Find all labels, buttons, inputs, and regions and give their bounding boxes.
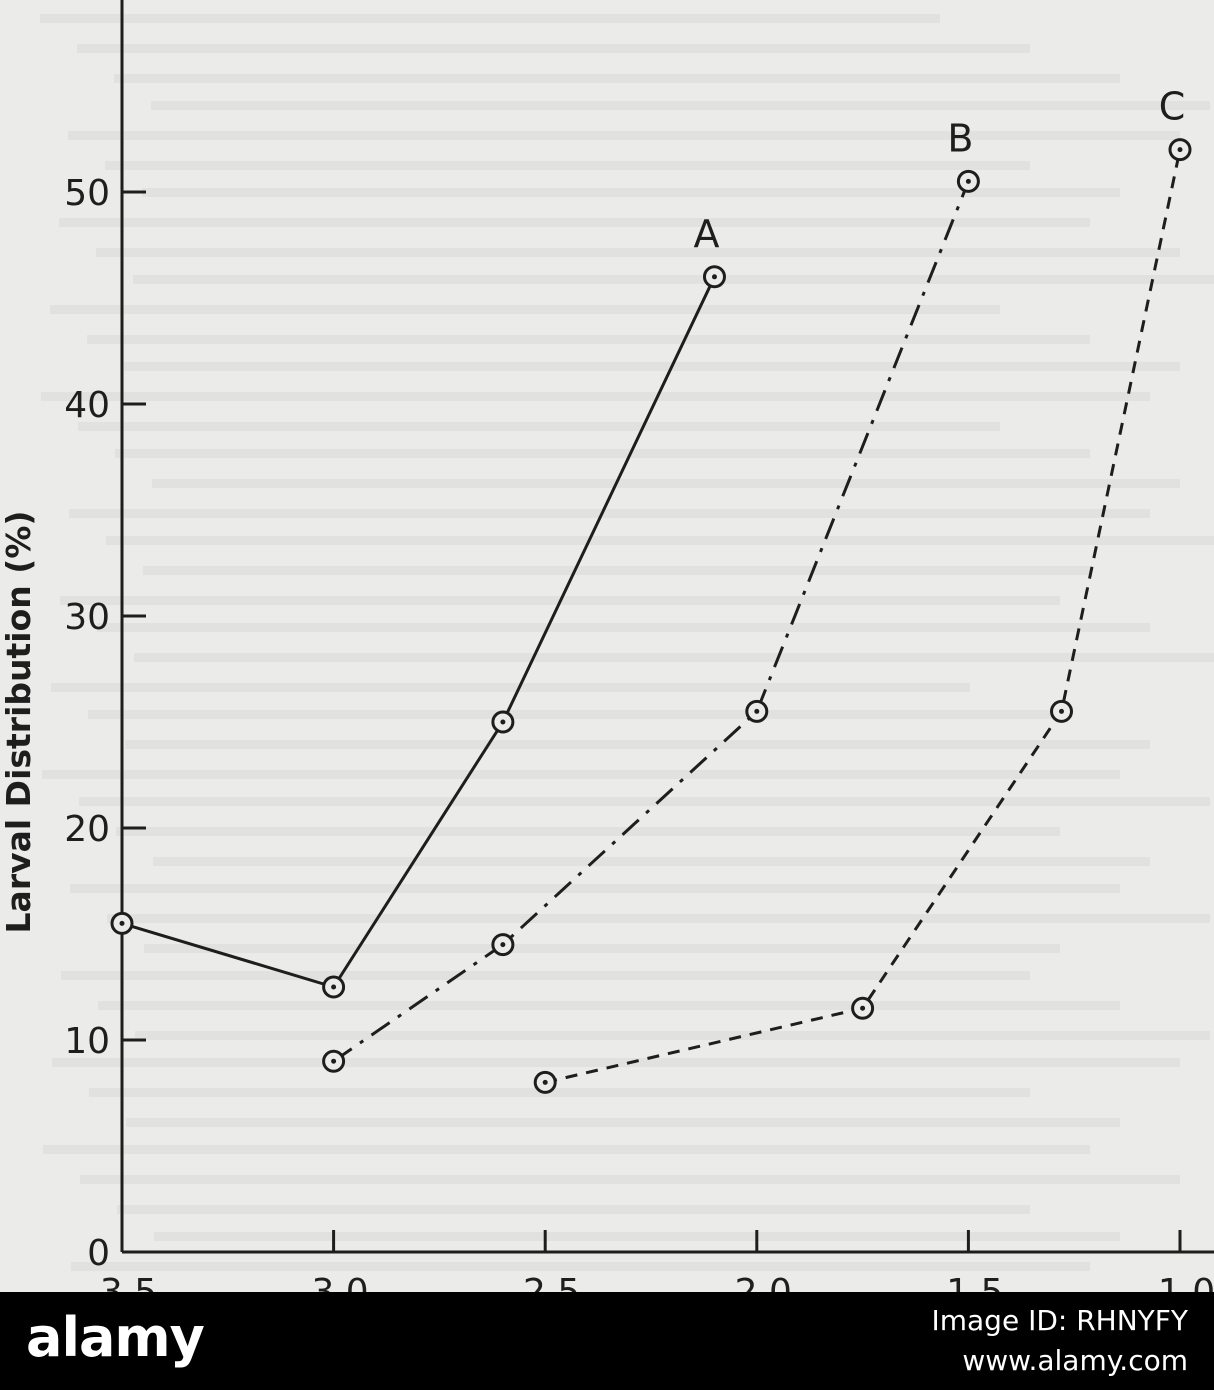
bleed-line [116, 827, 1060, 836]
bleed-line [52, 1058, 1180, 1067]
bleed-line [154, 1232, 1120, 1241]
bleed-line [59, 218, 1090, 227]
data-point-dot [1177, 147, 1183, 153]
x-tick-label: -2.0 [722, 1272, 792, 1292]
series-layer [110, 138, 1192, 1094]
series-label: C [1159, 85, 1186, 129]
bleed-line [144, 944, 1060, 953]
y-tick-label: 10 [64, 1021, 110, 1062]
bleed-line [43, 1145, 1090, 1154]
bleed-line [97, 623, 1150, 632]
bleed-line [51, 683, 970, 692]
x-tick-label: -1.0 [1145, 1272, 1214, 1292]
site-url-text: www.alamy.com [962, 1344, 1188, 1377]
data-point-dot [754, 708, 760, 714]
bleed-line [71, 1262, 1090, 1271]
bleed-through-text [40, 14, 1214, 1271]
alamy-logo: alamy [26, 1306, 205, 1369]
bleed-line [70, 884, 1120, 893]
bleed-line [125, 740, 1150, 749]
labels-layer: A B C [693, 85, 1185, 256]
series-C [533, 138, 1192, 1094]
data-point-dot [542, 1079, 548, 1085]
data-point-dot [500, 719, 506, 725]
bleed-line [40, 14, 940, 23]
y-axis-title: Larval Distribution (%) [0, 511, 38, 934]
bleed-line [78, 422, 1000, 431]
y-tick-label: 30 [64, 597, 110, 638]
y-tick-label: 20 [64, 809, 110, 850]
series-label: B [947, 116, 973, 160]
bleed-line [96, 248, 1180, 257]
bleed-line [143, 566, 1090, 575]
data-point-dot [331, 1058, 337, 1064]
bleed-line [153, 857, 1150, 866]
series-A [110, 265, 726, 999]
bleed-line [87, 335, 1090, 344]
series-line [332, 180, 970, 1063]
x-tick-label: -1.5 [933, 1272, 1003, 1292]
y-tick-label: 0 [87, 1233, 110, 1274]
x-tick-label: -2.5 [510, 1272, 580, 1292]
bleed-line [50, 305, 1000, 314]
bleed-line [80, 1175, 1180, 1184]
bleed-line [98, 1001, 1120, 1010]
bleed-line [135, 1031, 1210, 1040]
bleed-line [61, 971, 1030, 980]
bleed-line [88, 710, 1060, 719]
bleed-line [142, 188, 1120, 197]
data-point-dot [331, 984, 337, 990]
bleed-line [126, 1118, 1120, 1127]
y-tick-label: 50 [64, 173, 110, 214]
bleed-line [106, 536, 1214, 545]
series-B [322, 169, 980, 1073]
bleed-line [68, 131, 1180, 140]
bleed-line [105, 161, 1030, 170]
line-chart: 0 10 20 30 40 50 -3.5 -3.0 -2.5 -2.0 -1.5 -1.0 Larva… [0, 0, 1214, 1292]
bleed-line [115, 449, 1090, 458]
series-label: A [693, 212, 719, 256]
x-tick-label: -3.5 [87, 1272, 157, 1292]
series-line [121, 276, 716, 989]
data-point-dot [711, 274, 717, 280]
x-tick-label: -3.0 [298, 1272, 368, 1292]
axes: 0 10 20 30 40 50 -3.5 -3.0 -2.5 -2.0 -1.5 -1.0 Larva… [0, 0, 1214, 1292]
scanned-page: 0 10 20 30 40 50 -3.5 -3.0 -2.5 -2.0 -1.5 -1.0 Larva… [0, 0, 1214, 1292]
bleed-line [69, 509, 1150, 518]
bleed-line [79, 797, 1210, 806]
bleed-line [114, 74, 1120, 83]
bleed-line [151, 101, 1210, 110]
y-tick-label: 40 [64, 385, 110, 426]
bleed-line [117, 1205, 1030, 1214]
bleed-line [89, 1088, 1030, 1097]
watermark-banner: alamy Image ID: RHNYFY www.alamy.com [0, 1292, 1214, 1390]
data-point-dot [119, 920, 125, 926]
bleed-line [152, 479, 1180, 488]
data-point-dot [1059, 708, 1065, 714]
series-line [544, 149, 1182, 1084]
data-point-dot [860, 1005, 866, 1011]
image-id-text: Image ID: RHNYFY [931, 1304, 1188, 1337]
bleed-line [134, 653, 1214, 662]
bleed-line [107, 914, 1210, 923]
bleed-line [124, 362, 1180, 371]
bleed-line [41, 392, 1150, 401]
data-point-dot [965, 178, 971, 184]
bleed-line [42, 770, 1120, 779]
bleed-line [133, 275, 1214, 284]
bleed-line [77, 44, 1030, 53]
data-point-dot [500, 942, 506, 948]
